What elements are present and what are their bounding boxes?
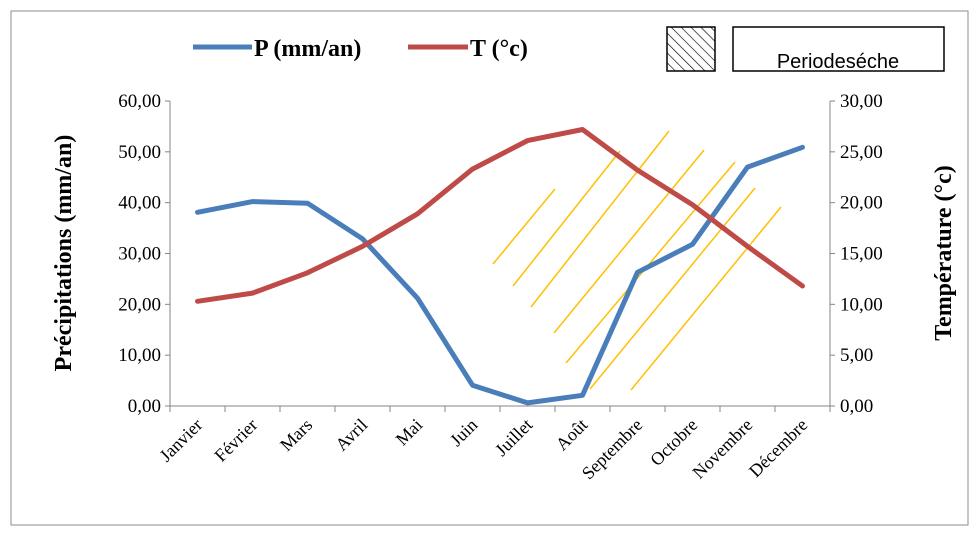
y-tick-label-left: 10,00 [118,345,161,366]
axes [165,100,835,412]
y-tick-label-right: 0,00 [840,396,873,417]
y-tick-label-left: 30,00 [118,244,161,265]
dry-period-label-clip: Periodeséche [777,51,899,73]
series-line-precipitation [195,144,805,406]
y-tick-label-left: 0,00 [128,396,161,417]
y-tick-label-left: 20,00 [118,294,161,315]
dry-period-label: Periodeséche [777,51,899,73]
dry-period-label-box [732,26,945,72]
chart-border [10,10,969,526]
series-line-temperature [195,127,805,304]
y-tick-label-right: 25,00 [840,142,883,163]
y-axis-title-left: Précipitations (mm/an) [51,135,77,372]
dry-period-hatch-line [553,149,705,334]
y-tick-label-right: 10,00 [840,294,883,315]
dry-period-hatch-line [512,150,621,287]
dry-period-hatch-line [589,187,756,390]
dry-period-hatch-line [492,188,556,265]
y-tick-label-right: 20,00 [840,193,883,214]
series-lines [195,127,805,406]
legend-label-precipitation: P (mm/an) [254,36,361,62]
dry-period-hatch-line [630,206,782,391]
legend-label-temperature: T (°c) [470,36,528,62]
y-tick-label-left: 40,00 [118,193,161,214]
y-axis-title-right: Température (°c) [931,165,957,341]
dry-period-hatch-swatch [666,26,716,72]
dry-period-hatch-line [530,130,670,308]
y-tick-label-right: 15,00 [840,244,883,265]
dry-period-hatch-line [565,161,736,364]
dry-period-hatching [492,130,782,391]
y-tick-label-right: 30,00 [840,91,883,112]
y-tick-label-left: 60,00 [118,91,161,112]
y-tick-label-left: 50,00 [118,142,161,163]
legend: P (mm/an) T (°c) [193,36,528,62]
y-tick-label-right: 5,00 [840,345,873,366]
dry-period-legend: Periodeséche [666,26,945,73]
